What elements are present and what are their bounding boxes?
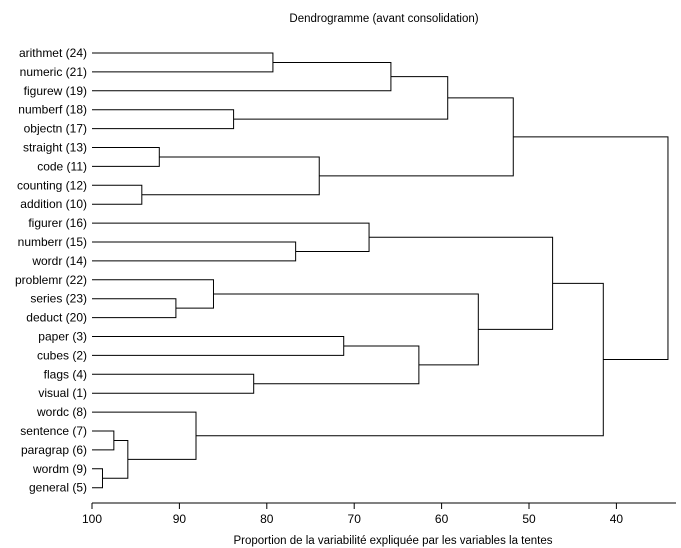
leaf-label: cubes (2): [37, 348, 87, 362]
leaf-label: flags (4): [44, 367, 87, 381]
x-tick-label: 70: [348, 512, 362, 526]
merge-link-m5: [92, 147, 160, 167]
leaf-label: deduct (20): [26, 311, 87, 325]
leaf-label: arithmet (24): [19, 46, 87, 60]
x-axis-ticks: 100 90 80 70 60 50 40: [82, 503, 623, 526]
leaf-label: wordc (8): [36, 405, 87, 419]
x-tick-label: 60: [435, 512, 449, 526]
leaf-label: straight (13): [23, 141, 87, 155]
x-tick-label: 50: [522, 512, 536, 526]
leaf-label: figurer (16): [28, 216, 87, 230]
merge-link-m9: [92, 241, 297, 262]
merge-link-m14: [92, 373, 255, 394]
leaf-label: wordr (14): [31, 254, 87, 268]
merge-link-m17: [369, 236, 554, 330]
merge-link-m20: [102, 439, 129, 479]
merge-link-m11: [92, 298, 177, 319]
merge-link-m2: [92, 61, 392, 92]
dendrogram-links: [92, 52, 669, 489]
merge-link-m13: [92, 336, 345, 356]
merge-link-m3: [92, 109, 235, 130]
leaf-label: addition (10): [20, 197, 87, 211]
leaf-label: objectn (17): [24, 122, 87, 136]
x-tick-label: 90: [173, 512, 187, 526]
merge-link-m10: [92, 222, 370, 252]
leaf-label: wordm (9): [32, 462, 87, 476]
merge-link-m15: [253, 345, 420, 385]
merge-link-m12: [92, 279, 214, 309]
merge-link-m7: [141, 156, 320, 196]
leaf-label: figurew (19): [24, 84, 87, 98]
leaf-label: numberf (18): [18, 103, 87, 117]
merge-link-m6: [92, 184, 143, 205]
leaf-label: counting (12): [17, 178, 87, 192]
leaf-label: series (23): [30, 292, 87, 306]
merge-link-m22: [196, 282, 604, 437]
leaf-label: sentence (7): [20, 424, 87, 438]
leaf-label: numeric (21): [20, 65, 87, 79]
merge-link-m18: [92, 430, 115, 451]
merge-link-m23: [513, 136, 669, 361]
merge-link-m16: [213, 293, 479, 366]
x-tick-label: 100: [82, 512, 102, 526]
merge-link-m4: [233, 76, 449, 120]
leaf-label: numberr (15): [18, 235, 87, 249]
leaf-labels: arithmet (24) numeric (21) figurew (19) num…: [15, 46, 87, 495]
leaf-label: code (11): [37, 159, 87, 173]
chart-title: Dendrogramme (avant consolidation): [289, 13, 478, 25]
leaf-label: problemr (22): [15, 273, 87, 287]
merge-link-m21: [92, 411, 197, 460]
merge-link-m19: [92, 468, 103, 489]
merge-link-m1: [92, 52, 274, 73]
leaf-label: general (5): [29, 481, 87, 495]
leaf-label: visual (1): [38, 386, 87, 400]
leaf-label: paper (3): [38, 330, 87, 344]
x-axis-label: Proportion de la variabilité expliquée p…: [234, 535, 553, 547]
leaf-label: paragrap (6): [21, 443, 87, 457]
x-tick-label: 40: [610, 512, 624, 526]
merge-link-m8: [319, 97, 514, 177]
x-tick-label: 80: [260, 512, 274, 526]
